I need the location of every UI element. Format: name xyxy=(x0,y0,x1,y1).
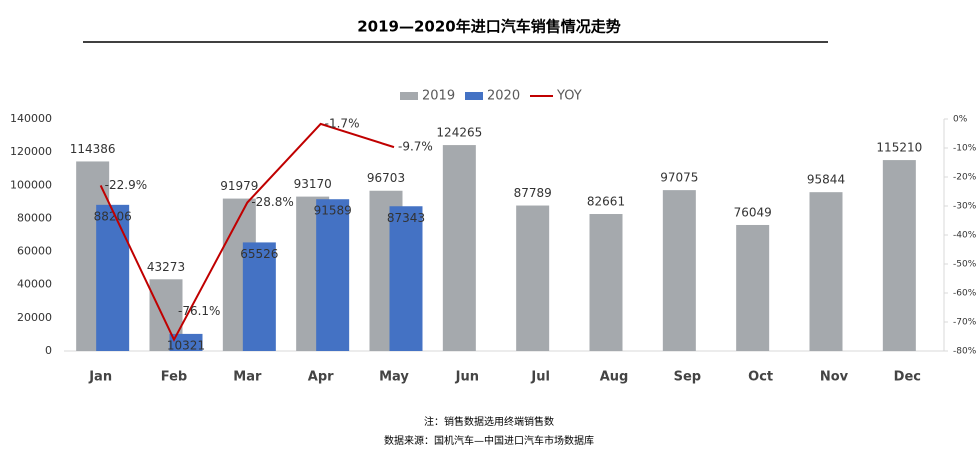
data-label: 124265 xyxy=(436,126,482,140)
x-tick-label: Jul xyxy=(530,370,550,385)
x-tick-label: Jun xyxy=(455,370,479,385)
chart-title: 2019—2020年进口汽车销售情况走势 xyxy=(357,18,621,36)
x-tick-label: Nov xyxy=(820,370,849,385)
data-label: 76049 xyxy=(734,205,772,219)
bar xyxy=(242,242,276,351)
bar xyxy=(662,190,696,351)
bar xyxy=(169,333,203,351)
x-tick-label: Sep xyxy=(674,370,702,385)
y2-tick-label: -30% xyxy=(953,202,977,212)
data-label: 10321 xyxy=(167,338,205,352)
x-tick-label: Feb xyxy=(161,370,187,385)
x-tick-label: Jan xyxy=(88,370,112,385)
y-tick-label: 40000 xyxy=(17,278,52,291)
x-tick-label: May xyxy=(379,370,409,385)
legend-swatch xyxy=(400,92,418,100)
y-tick-label: 60000 xyxy=(17,245,52,258)
data-label: 114386 xyxy=(70,142,116,156)
data-label: -76.1% xyxy=(178,304,220,318)
y-tick-label: 80000 xyxy=(17,211,52,224)
bar xyxy=(882,160,916,351)
y2-tick-label: -40% xyxy=(953,231,977,241)
legend-swatch xyxy=(465,92,483,100)
bar xyxy=(589,214,623,351)
data-label: -22.9% xyxy=(105,178,147,192)
data-label: 115210 xyxy=(876,141,922,155)
y2-tick-label: 0% xyxy=(953,115,968,125)
note: 注：销售数据选用终端销售数 xyxy=(424,415,554,428)
data-label: 97075 xyxy=(660,171,698,185)
legend-label: YOY xyxy=(556,89,582,104)
x-tick-label: Apr xyxy=(308,370,334,385)
y2-tick-label: -80% xyxy=(953,347,977,357)
data-label: -1.7% xyxy=(325,116,360,130)
x-tick-label: Dec xyxy=(894,370,921,385)
x-tick-label: Aug xyxy=(600,370,629,385)
data-label: 96703 xyxy=(367,171,405,185)
legend-label: 2020 xyxy=(487,89,520,104)
bar xyxy=(316,199,350,351)
data-label: 91589 xyxy=(314,204,352,218)
bar xyxy=(96,204,130,351)
y-tick-label: 0 xyxy=(45,344,52,357)
note: 数据来源：国机汽车—中国进口汽车市场数据库 xyxy=(384,434,594,447)
data-label: 95844 xyxy=(807,173,845,187)
y-tick-label: 100000 xyxy=(10,178,52,191)
bar xyxy=(389,206,423,351)
y-tick-label: 140000 xyxy=(10,112,52,125)
line xyxy=(99,122,395,342)
y2-tick-label: -20% xyxy=(953,173,977,183)
x-tick-label: Oct xyxy=(748,370,773,385)
data-label: -9.7% xyxy=(398,140,433,154)
bar xyxy=(442,145,476,351)
data-label: -28.8% xyxy=(251,195,293,209)
y-tick-label: 20000 xyxy=(17,311,52,324)
data-label: 87789 xyxy=(514,186,552,200)
data-label: 43273 xyxy=(147,260,185,274)
y-tick-label: 120000 xyxy=(10,145,52,158)
y2-tick-label: -70% xyxy=(953,318,977,328)
x-tick-label: Mar xyxy=(233,370,262,385)
bar xyxy=(736,224,770,351)
bar xyxy=(516,205,550,351)
data-label: 87343 xyxy=(387,211,425,225)
data-label: 82661 xyxy=(587,195,625,209)
legend-label: 2019 xyxy=(422,89,455,104)
data-label: 91979 xyxy=(220,179,258,193)
data-label: 88206 xyxy=(94,209,132,223)
y2-tick-label: -10% xyxy=(953,144,977,154)
y2-tick-label: -50% xyxy=(953,260,977,270)
y2-tick-label: -60% xyxy=(953,289,977,299)
data-label: 93170 xyxy=(294,177,332,191)
data-label: 65526 xyxy=(240,247,278,261)
bar xyxy=(809,192,843,351)
